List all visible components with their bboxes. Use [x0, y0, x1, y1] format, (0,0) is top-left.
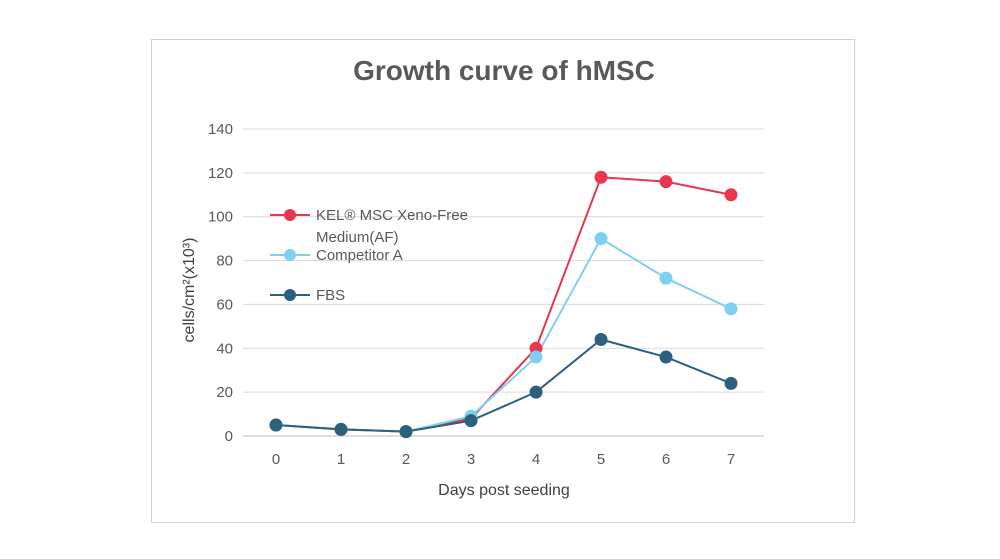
x-axis-label: Days post seeding — [438, 482, 570, 499]
point-fbs-3 — [464, 414, 478, 428]
chart-frame: Growth curve of hMSC 0 20 40 60 80 100 120 140 … — [151, 39, 855, 523]
legend-marker-kel-msc-xeno-free-medium-af — [284, 209, 296, 221]
y-tick-40: 40 — [216, 340, 233, 357]
point-fbs-7 — [724, 376, 738, 390]
point-competitor-a-4 — [529, 350, 543, 364]
x-tick-2: 2 — [402, 451, 410, 468]
point-fbs-0 — [269, 418, 283, 432]
point-competitor-a-6 — [659, 271, 673, 285]
y-tick-labels: 0 20 40 60 80 100 120 140 — [208, 121, 233, 445]
point-fbs-4 — [529, 385, 543, 399]
x-tick-1: 1 — [337, 451, 345, 468]
x-tick-5: 5 — [597, 451, 605, 468]
y-tick-0: 0 — [225, 428, 233, 445]
series-line-fbs — [275, 338, 732, 433]
legend: KEL® MSC Xeno-Free Medium(AF)Competitor A… — [270, 207, 468, 304]
y-tick-60: 60 — [216, 296, 233, 313]
point-kel-msc-xeno-free-medium-af-5 — [594, 170, 608, 184]
point-fbs-2 — [399, 425, 413, 439]
series-lines — [275, 176, 732, 433]
legend-label-kel-msc-xeno-free-medium-af: KEL® MSC Xeno-Free — [316, 207, 468, 224]
x-tick-7: 7 — [727, 451, 735, 468]
point-competitor-a-5 — [594, 232, 608, 246]
y-tick-80: 80 — [216, 253, 233, 270]
y-axis-label: cells/cm²(x10³) — [181, 238, 198, 343]
y-tick-20: 20 — [216, 384, 233, 401]
point-kel-msc-xeno-free-medium-af-6 — [659, 175, 673, 189]
x-tick-6: 6 — [662, 451, 670, 468]
series-line-competitor-a — [275, 237, 732, 433]
y-tick-120: 120 — [208, 165, 233, 182]
legend-label-competitor-a: Competitor A — [316, 247, 403, 264]
legend-label-kel-msc-xeno-free-medium-af-line2: Medium(AF) — [316, 229, 399, 246]
growth-curve-chart: Growth curve of hMSC 020406080100120140 … — [181, 55, 764, 499]
x-tick-3: 3 — [467, 451, 475, 468]
point-fbs-5 — [594, 333, 608, 347]
y-tick-140: 140 — [208, 121, 233, 138]
legend-label-fbs: FBS — [316, 287, 345, 304]
point-fbs-6 — [659, 350, 673, 364]
series-points — [269, 170, 738, 439]
point-kel-msc-xeno-free-medium-af-7 — [724, 188, 738, 202]
point-competitor-a-7 — [724, 302, 738, 316]
legend-marker-competitor-a — [284, 249, 296, 261]
legend-marker-fbs — [284, 289, 296, 301]
x-tick-0: 0 — [272, 451, 280, 468]
gridlines — [243, 128, 764, 437]
y-tick-100: 100 — [208, 209, 233, 226]
x-tick-4: 4 — [532, 451, 540, 468]
point-fbs-1 — [334, 422, 348, 436]
chart-title: Growth curve of hMSC — [353, 55, 655, 86]
x-tick-labels: 0 1 2 3 4 5 6 7 — [272, 451, 735, 468]
